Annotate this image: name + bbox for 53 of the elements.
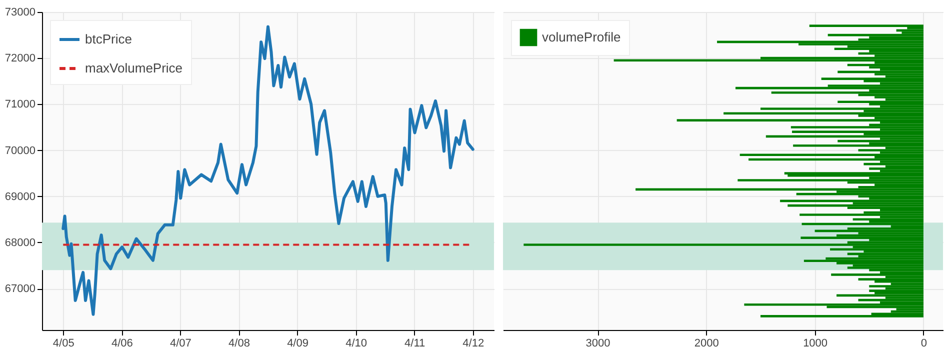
bar [744,304,924,306]
bar [838,100,924,104]
bar [869,285,924,288]
bar [760,315,924,318]
x-tick-label: 4/09 [287,338,308,350]
bar [792,130,924,133]
legend-label: volumeProfile [542,30,621,44]
x-tick-label: 1000 [803,338,828,350]
legend-label: btcPrice [85,32,132,46]
y-tick-label: 70000 [4,144,36,157]
x-tick-label: 2000 [694,338,719,350]
y-tick-label: 71000 [4,98,36,111]
y-tick-label: 69000 [4,190,36,203]
bar [852,218,924,221]
bar [821,78,924,80]
bar [740,154,924,156]
bar [790,126,924,128]
y-tick-label: 72000 [4,52,36,65]
x-tick-label: 4/12 [462,338,484,350]
x-tick-label: 4/07 [170,338,192,350]
bar [676,119,924,122]
bar [834,48,924,50]
bar [804,260,924,262]
bar [809,24,924,27]
bar [800,214,924,216]
bar [771,92,924,94]
bar [869,290,924,292]
x-tick-label: 4/10 [346,338,368,350]
bar [800,236,924,239]
bar [760,108,924,110]
bar [830,248,924,250]
x-tick-label: 3000 [586,338,610,350]
bar [847,266,924,269]
bar [524,244,924,246]
bar [788,174,924,177]
x-tick-label: 4/06 [111,338,133,350]
bar [724,112,924,115]
bar [869,168,924,170]
bar [858,149,924,152]
legend-label: maxVolumePrice [85,60,183,76]
bar [784,172,924,174]
bar [793,144,924,147]
bar [858,278,924,280]
y-tick-label: 73000 [4,6,36,18]
bar [614,59,924,62]
bar [831,274,924,276]
y-tick-label: 67000 [4,283,36,296]
x-tick-label: 4/05 [52,338,74,350]
x-tick-label: 4/08 [228,338,250,350]
x-tick-label: 0 [920,338,928,350]
x-tick-label: 4/11 [404,338,426,350]
bar [738,179,924,182]
y-tick-label: 68000 [4,236,36,249]
